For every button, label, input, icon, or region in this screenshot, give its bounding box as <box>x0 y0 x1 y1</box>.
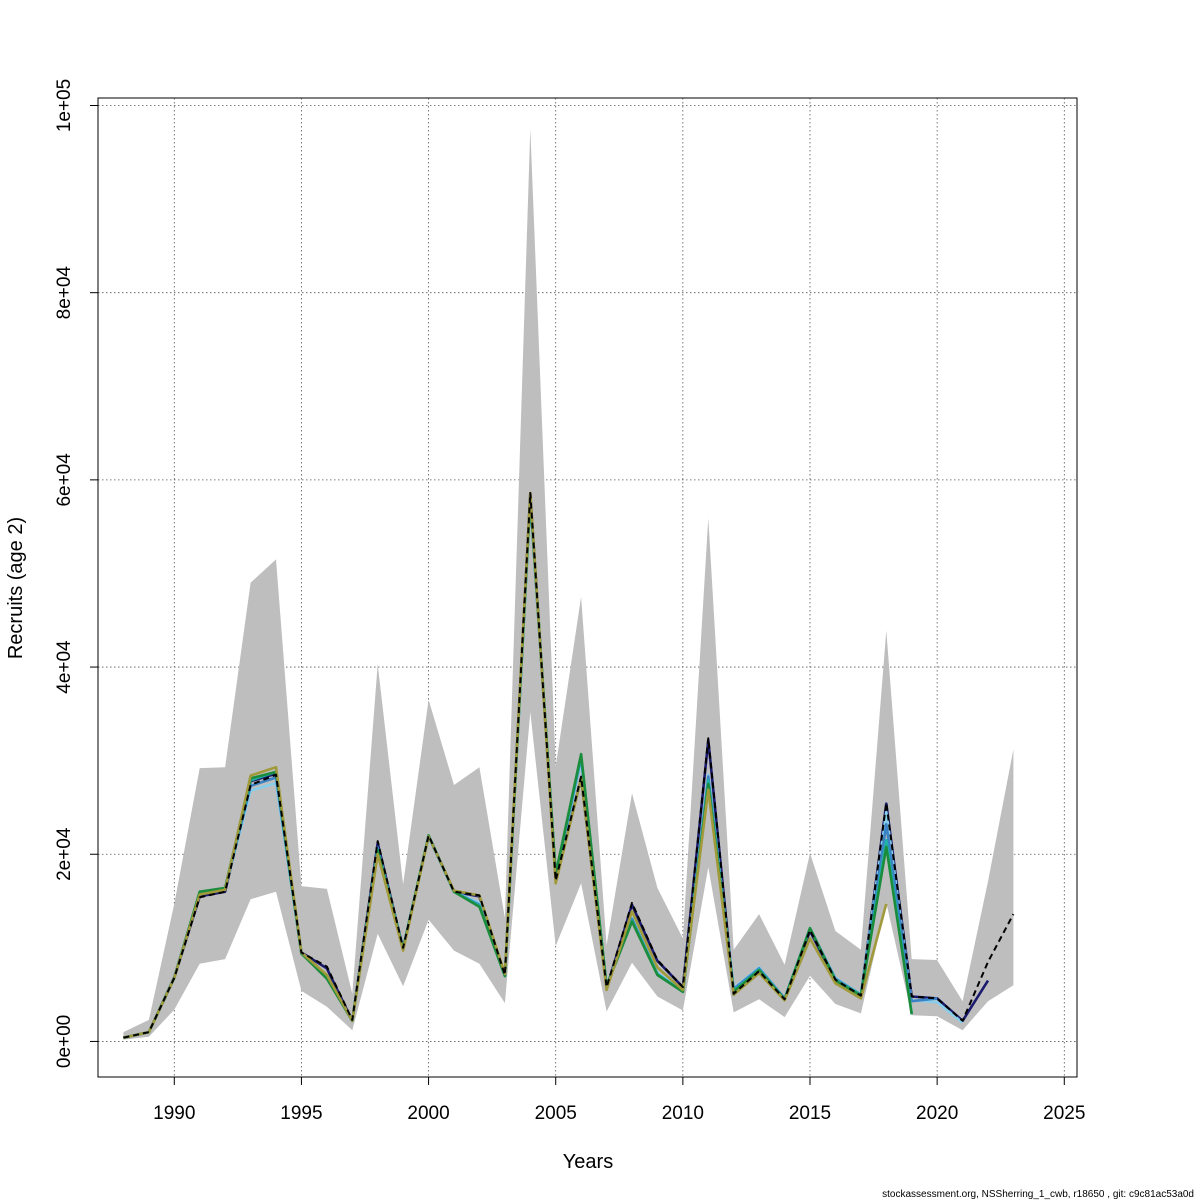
y-tick-label: 2e+04 <box>54 827 75 881</box>
x-tick-label: 1990 <box>153 1103 195 1124</box>
series-line-7 <box>123 492 1015 1039</box>
series-line-6 <box>123 491 888 1039</box>
y-tick-label: 4e+04 <box>54 640 75 694</box>
x-tick-label: 2000 <box>407 1103 449 1124</box>
x-tick-label: 2005 <box>535 1103 577 1124</box>
x-tick-label: 2025 <box>1043 1103 1085 1124</box>
y-tick-label: 0e+00 <box>54 1015 75 1068</box>
x-tick-label: 2010 <box>662 1103 704 1124</box>
x-tick-label: 1995 <box>280 1103 322 1124</box>
plot-frame <box>97 97 1078 1078</box>
confidence-band <box>123 128 1014 1040</box>
footer-note: stockassessment.org, NSSherring_1_cwb, r… <box>882 1189 1194 1200</box>
axes-layer: 1990 1995 2000 2005 2010 2015 2020 2025 0e+00 2e+… <box>54 79 1085 1124</box>
y-tick-label: 8e+04 <box>54 266 75 320</box>
confidence-band-layer <box>123 128 1014 1040</box>
grid-layer <box>98 98 1077 1077</box>
y-tick-label: 6e+04 <box>54 453 75 507</box>
series-layer <box>123 491 1015 1039</box>
x-tick-label: 2015 <box>789 1103 831 1124</box>
y-axis-title: Recruits (age 2) <box>5 517 27 659</box>
x-axis-title: Years <box>563 1151 613 1173</box>
x-tick-label: 2020 <box>916 1103 958 1124</box>
y-tick-label: 1e+05 <box>54 79 75 132</box>
